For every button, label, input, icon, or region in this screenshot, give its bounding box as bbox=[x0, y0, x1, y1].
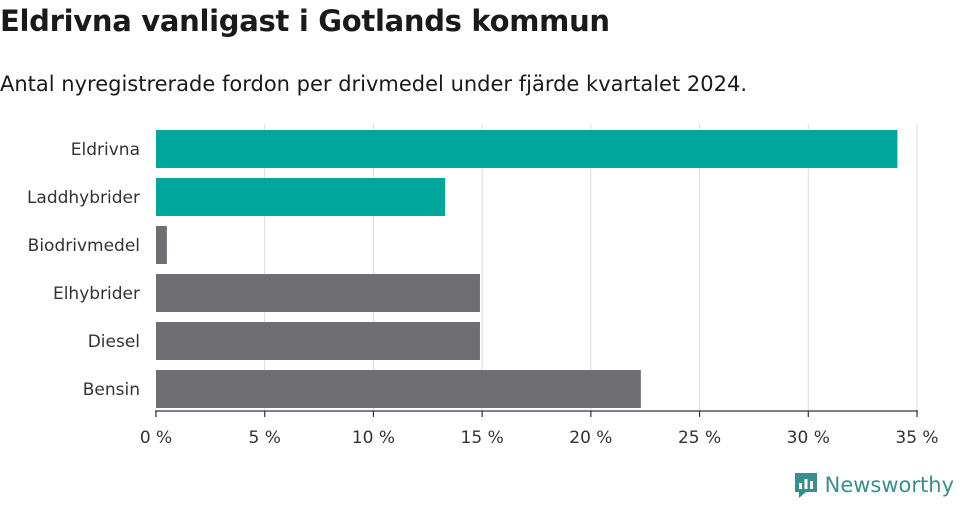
newsworthy-logo: Newsworthy bbox=[793, 471, 954, 499]
bar bbox=[156, 322, 480, 360]
x-tick-label: 30 % bbox=[787, 428, 830, 448]
x-tick-label: 0 % bbox=[140, 428, 172, 448]
x-tick-label: 10 % bbox=[352, 428, 395, 448]
x-tick-label: 35 % bbox=[895, 428, 938, 448]
category-label: Elhybrider bbox=[53, 284, 140, 304]
bar bbox=[156, 226, 167, 264]
category-label: Diesel bbox=[88, 332, 140, 352]
category-labels: Eldrivna Laddhybrider Biodrivmedel Elhybrid… bbox=[27, 140, 140, 400]
bars bbox=[156, 130, 898, 408]
grid-lines bbox=[264, 124, 918, 411]
x-axis: 0 % 5 % 10 % 15 % 20 % 25 % 30 % 35 % bbox=[140, 410, 939, 448]
category-label: Laddhybrider bbox=[27, 188, 140, 208]
bar bbox=[156, 178, 446, 216]
bar bbox=[156, 130, 898, 168]
category-label: Eldrivna bbox=[71, 140, 140, 160]
category-label: Bensin bbox=[83, 380, 140, 400]
chart-subtitle: Antal nyregistrerade fordon per drivmede… bbox=[0, 72, 748, 96]
chart-title: Eldrivna vanligast i Gotlands kommun bbox=[0, 4, 610, 38]
bar bbox=[156, 274, 480, 312]
x-tick-label: 20 % bbox=[569, 428, 612, 448]
brand-name: Newsworthy bbox=[824, 473, 954, 497]
category-label: Biodrivmedel bbox=[28, 236, 140, 256]
x-tick-label: 5 % bbox=[249, 428, 281, 448]
x-tick-label: 25 % bbox=[678, 428, 721, 448]
newsworthy-icon bbox=[794, 473, 817, 498]
x-tick-label: 15 % bbox=[461, 428, 504, 448]
bar bbox=[156, 370, 641, 408]
